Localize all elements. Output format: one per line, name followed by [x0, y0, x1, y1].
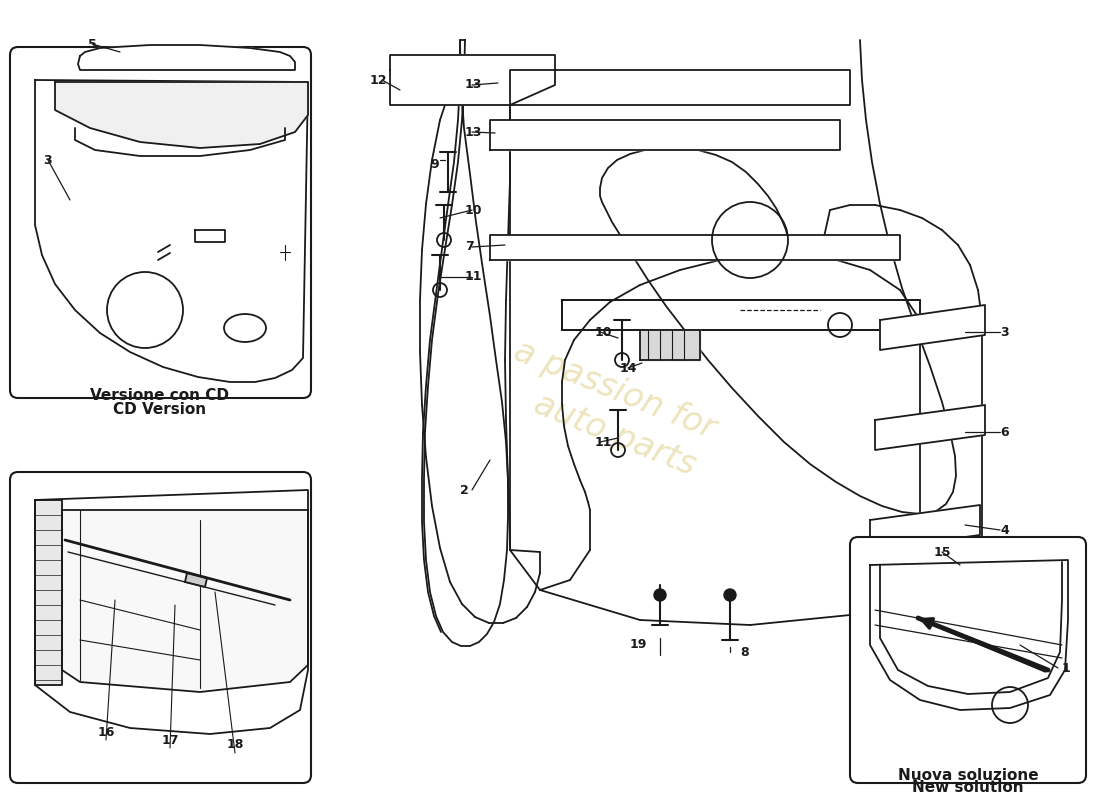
Polygon shape [35, 80, 308, 382]
Polygon shape [195, 230, 226, 242]
Text: 13: 13 [465, 78, 483, 91]
Polygon shape [870, 560, 1068, 710]
Text: 1: 1 [1062, 662, 1070, 674]
Text: 15: 15 [933, 546, 950, 558]
Polygon shape [35, 500, 62, 685]
Polygon shape [78, 45, 295, 70]
FancyBboxPatch shape [10, 472, 311, 783]
Text: 5: 5 [88, 38, 97, 50]
Polygon shape [490, 235, 900, 260]
Circle shape [654, 589, 666, 601]
Text: a passion for: a passion for [509, 334, 720, 446]
Text: 18: 18 [227, 738, 244, 751]
Polygon shape [880, 305, 984, 350]
Text: 13: 13 [465, 126, 483, 138]
Polygon shape [640, 330, 700, 360]
Polygon shape [562, 300, 920, 330]
Polygon shape [874, 405, 984, 450]
Text: 14: 14 [620, 362, 638, 374]
Text: 16: 16 [97, 726, 114, 738]
Text: 11: 11 [465, 270, 483, 283]
Text: 17: 17 [162, 734, 178, 746]
Polygon shape [185, 573, 207, 587]
Polygon shape [640, 330, 700, 360]
Text: 10: 10 [465, 203, 483, 217]
Text: 8: 8 [740, 646, 749, 658]
Text: 6: 6 [1000, 426, 1009, 438]
Text: 12: 12 [370, 74, 387, 86]
Text: 3: 3 [44, 154, 53, 166]
Text: 7: 7 [465, 241, 474, 254]
Text: 2: 2 [460, 483, 469, 497]
Text: CD Version: CD Version [113, 402, 207, 418]
Polygon shape [424, 40, 508, 646]
Polygon shape [510, 70, 850, 105]
Text: 10: 10 [595, 326, 613, 338]
Text: 9: 9 [430, 158, 439, 171]
Text: auto parts: auto parts [529, 387, 701, 482]
Polygon shape [35, 490, 308, 734]
Polygon shape [62, 510, 308, 692]
Text: Versione con CD: Versione con CD [90, 387, 230, 402]
Polygon shape [55, 82, 308, 148]
Text: 19: 19 [629, 638, 647, 651]
Polygon shape [390, 55, 556, 105]
Text: New solution: New solution [912, 781, 1024, 795]
Polygon shape [600, 40, 956, 514]
Text: 3: 3 [1000, 326, 1009, 338]
Text: Nuova soluzione: Nuova soluzione [898, 767, 1038, 782]
Polygon shape [490, 120, 840, 150]
FancyBboxPatch shape [10, 47, 311, 398]
Polygon shape [870, 505, 980, 550]
Circle shape [724, 589, 736, 601]
Text: 4: 4 [1000, 523, 1009, 537]
Text: 11: 11 [595, 435, 613, 449]
FancyBboxPatch shape [850, 537, 1086, 783]
